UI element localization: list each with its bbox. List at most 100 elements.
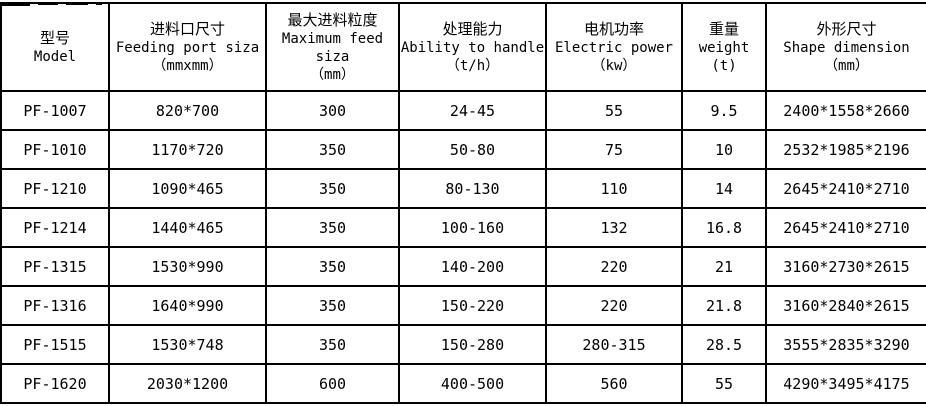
cell-weight: 21.8 bbox=[681, 285, 767, 326]
cell-max-feed-size: 350 bbox=[265, 207, 400, 248]
cell-feeding-port-size: 820*700 bbox=[108, 90, 267, 131]
header-line: （mm） bbox=[824, 57, 869, 74]
cell-model: PF-1316 bbox=[0, 285, 110, 326]
clipped-glyph bbox=[38, 2, 58, 5]
header-line: 进料口尺寸 bbox=[149, 19, 225, 38]
table-header-row: 型号 Model 进料口尺寸 Feeding port siza （mmxmm） 最大进料… bbox=[0, 2, 926, 92]
cell-electric-power: 280-315 bbox=[545, 324, 683, 365]
cell-feeding-port-size: 1640*990 bbox=[108, 285, 267, 326]
header-cell-weight: 重量 weight (t) bbox=[681, 2, 767, 92]
cell-max-feed-size: 350 bbox=[265, 324, 400, 365]
cell-weight: 14 bbox=[681, 168, 767, 209]
header-line: 型号 bbox=[39, 28, 70, 47]
clipped-text-fragment bbox=[2, 2, 110, 7]
cell-model: PF-1315 bbox=[0, 246, 110, 287]
cell-shape-dimension: 2532*1985*2196 bbox=[765, 129, 926, 170]
header-line: （t/h） bbox=[445, 57, 500, 74]
cell-weight: 10 bbox=[681, 129, 767, 170]
header-line: (t) bbox=[711, 57, 737, 74]
header-cell-ability-to-handle: 处理能力 Ability to handle （t/h） bbox=[398, 2, 547, 92]
cell-model: PF-1515 bbox=[0, 324, 110, 365]
header-line: Feeding port siza bbox=[115, 39, 260, 56]
cell-max-feed-size: 350 bbox=[265, 129, 400, 170]
cell-model: PF-1214 bbox=[0, 207, 110, 248]
cell-weight: 28.5 bbox=[681, 324, 767, 365]
cell-shape-dimension: 2400*1558*2660 bbox=[765, 90, 926, 131]
cell-model: PF-1007 bbox=[0, 90, 110, 131]
cell-weight: 9.5 bbox=[681, 90, 767, 131]
header-line: 电机功率 bbox=[583, 19, 644, 38]
cell-feeding-port-size: 2030*1200 bbox=[108, 363, 267, 404]
table-row-PF-1315: PF-1315 1530*990 350 140-200 220 21 3160*2730*… bbox=[0, 246, 926, 287]
table-row-PF-1515: PF-1515 1530*748 350 150-280 280-315 28.5 3555… bbox=[0, 324, 926, 365]
table-row-PF-1214: PF-1214 1440*465 350 100-160 132 16.8 2645*241… bbox=[0, 207, 926, 248]
header-cell-max-feed-size: 最大进料粒度 Maximum feed siza （mm） bbox=[265, 2, 400, 92]
cell-weight: 55 bbox=[681, 363, 767, 404]
cell-max-feed-size: 350 bbox=[265, 168, 400, 209]
header-line: Maximum feed bbox=[281, 30, 384, 47]
cell-electric-power: 220 bbox=[545, 246, 683, 287]
header-line: Electric power bbox=[554, 39, 673, 56]
header-line: Model bbox=[33, 48, 77, 65]
table-row-PF-1010: PF-1010 1170*720 350 50-80 75 10 2532*1985*219… bbox=[0, 129, 926, 170]
header-cell-feeding-port-size: 进料口尺寸 Feeding port siza （mmxmm） bbox=[108, 2, 267, 92]
cell-electric-power: 560 bbox=[545, 363, 683, 404]
cell-feeding-port-size: 1170*720 bbox=[108, 129, 267, 170]
cell-model: PF-1210 bbox=[0, 168, 110, 209]
header-cell-shape-dimension: 外形尺寸 Shape dimension （mm） bbox=[765, 2, 926, 92]
cell-ability-to-handle: 150-280 bbox=[398, 324, 547, 365]
cell-weight: 21 bbox=[681, 246, 767, 287]
cell-shape-dimension: 2645*2410*2710 bbox=[765, 168, 926, 209]
cell-shape-dimension: 3160*2840*2615 bbox=[765, 285, 926, 326]
header-line: 外形尺寸 bbox=[816, 19, 877, 38]
cell-electric-power: 75 bbox=[545, 129, 683, 170]
header-line: 处理能力 bbox=[442, 19, 503, 38]
cell-ability-to-handle: 140-200 bbox=[398, 246, 547, 287]
cell-ability-to-handle: 80-130 bbox=[398, 168, 547, 209]
header-line: Shape dimension bbox=[783, 39, 910, 56]
table-row-PF-1007: PF-1007 820*700 300 24-45 55 9.5 2400*1558*266… bbox=[0, 90, 926, 131]
header-line: 最大进料粒度 bbox=[287, 10, 378, 29]
cell-shape-dimension: 3555*2835*3290 bbox=[765, 324, 926, 365]
cell-electric-power: 55 bbox=[545, 90, 683, 131]
cell-electric-power: 132 bbox=[545, 207, 683, 248]
cell-shape-dimension: 3160*2730*2615 bbox=[765, 246, 926, 287]
table-row-PF-1210: PF-1210 1090*465 350 80-130 110 14 2645*2410*2… bbox=[0, 168, 926, 209]
cell-max-feed-size: 300 bbox=[265, 90, 400, 131]
cell-feeding-port-size: 1090*465 bbox=[108, 168, 267, 209]
cell-electric-power: 110 bbox=[545, 168, 683, 209]
header-line: （kw） bbox=[591, 57, 637, 74]
header-line: weight bbox=[698, 39, 750, 56]
clipped-glyph bbox=[66, 2, 88, 5]
cell-ability-to-handle: 150-220 bbox=[398, 285, 547, 326]
cell-model: PF-1010 bbox=[0, 129, 110, 170]
cell-max-feed-size: 600 bbox=[265, 363, 400, 404]
cell-feeding-port-size: 1530*748 bbox=[108, 324, 267, 365]
table-row-PF-1620: PF-1620 2030*1200 600 400-500 560 55 4290*3495… bbox=[0, 363, 926, 404]
cell-max-feed-size: 350 bbox=[265, 285, 400, 326]
header-line: Ability to handle bbox=[400, 39, 545, 56]
header-line: （mm） bbox=[310, 66, 355, 83]
cell-feeding-port-size: 1530*990 bbox=[108, 246, 267, 287]
cell-model: PF-1620 bbox=[0, 363, 110, 404]
header-line: （mmxmm） bbox=[152, 57, 223, 74]
cell-electric-power: 220 bbox=[545, 285, 683, 326]
header-line: siza bbox=[315, 48, 350, 65]
cell-max-feed-size: 350 bbox=[265, 246, 400, 287]
table-row-PF-1316: PF-1316 1640*990 350 150-220 220 21.8 3160*284… bbox=[0, 285, 926, 326]
cell-shape-dimension: 2645*2410*2710 bbox=[765, 207, 926, 248]
clipped-glyph bbox=[96, 2, 102, 5]
cell-ability-to-handle: 400-500 bbox=[398, 363, 547, 404]
cell-ability-to-handle: 100-160 bbox=[398, 207, 547, 248]
header-line: 重量 bbox=[708, 19, 739, 38]
cell-feeding-port-size: 1440*465 bbox=[108, 207, 267, 248]
cell-weight: 16.8 bbox=[681, 207, 767, 248]
header-cell-electric-power: 电机功率 Electric power （kw） bbox=[545, 2, 683, 92]
cell-ability-to-handle: 24-45 bbox=[398, 90, 547, 131]
clipped-glyph bbox=[2, 2, 30, 6]
cell-shape-dimension: 4290*3495*4175 bbox=[765, 363, 926, 404]
header-cell-model: 型号 Model bbox=[0, 2, 110, 92]
cell-ability-to-handle: 50-80 bbox=[398, 129, 547, 170]
